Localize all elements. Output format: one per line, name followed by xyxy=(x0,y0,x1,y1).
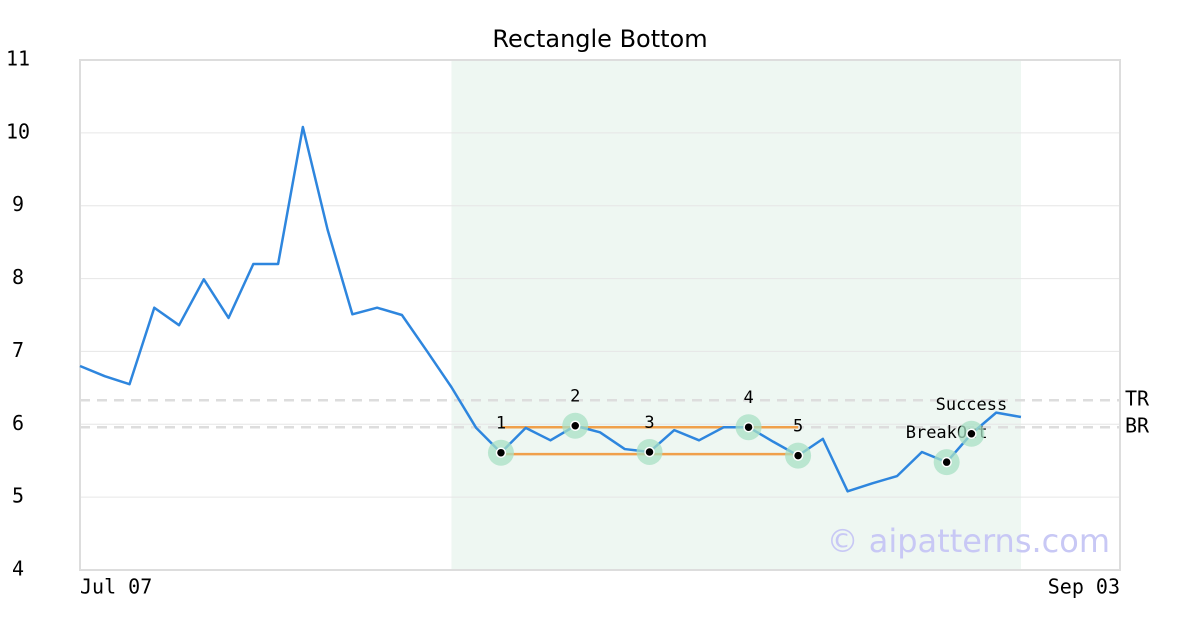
point-label: 2 xyxy=(570,387,580,407)
y-tick-label: 10 xyxy=(6,119,30,143)
watermark: © aipatterns.com xyxy=(827,522,1110,560)
point-dot xyxy=(644,446,655,458)
y-tick-label: 6 xyxy=(12,411,24,435)
plot-frame xyxy=(79,59,1121,571)
point-dot xyxy=(966,428,977,440)
point-label: 4 xyxy=(743,388,753,408)
reference-label: TR xyxy=(1125,387,1150,411)
y-tick-label: 4 xyxy=(12,557,24,581)
point-dot xyxy=(495,447,507,458)
y-tick-label: 11 xyxy=(6,47,30,71)
y-tick-label: 7 xyxy=(12,338,24,362)
price-line xyxy=(79,125,1022,493)
point-label: 3 xyxy=(644,413,654,433)
reference-label: BR xyxy=(1125,414,1150,438)
point-dot xyxy=(941,456,952,468)
y-tick-label: 9 xyxy=(12,192,24,216)
point-label: 1 xyxy=(496,414,506,434)
x-tick-label: Sep 03 xyxy=(1048,575,1120,599)
point-dot xyxy=(569,420,581,431)
point-label: Success xyxy=(936,395,1008,415)
point-dot xyxy=(743,421,754,433)
point-dot xyxy=(792,450,804,461)
x-tick-label: Jul 07 xyxy=(80,575,152,599)
y-tick-label: 5 xyxy=(12,484,24,508)
highlight-region xyxy=(451,60,1021,570)
chart-title: Rectangle Bottom xyxy=(492,25,707,53)
y-tick-label: 8 xyxy=(12,265,24,289)
point-label: 5 xyxy=(793,417,803,437)
